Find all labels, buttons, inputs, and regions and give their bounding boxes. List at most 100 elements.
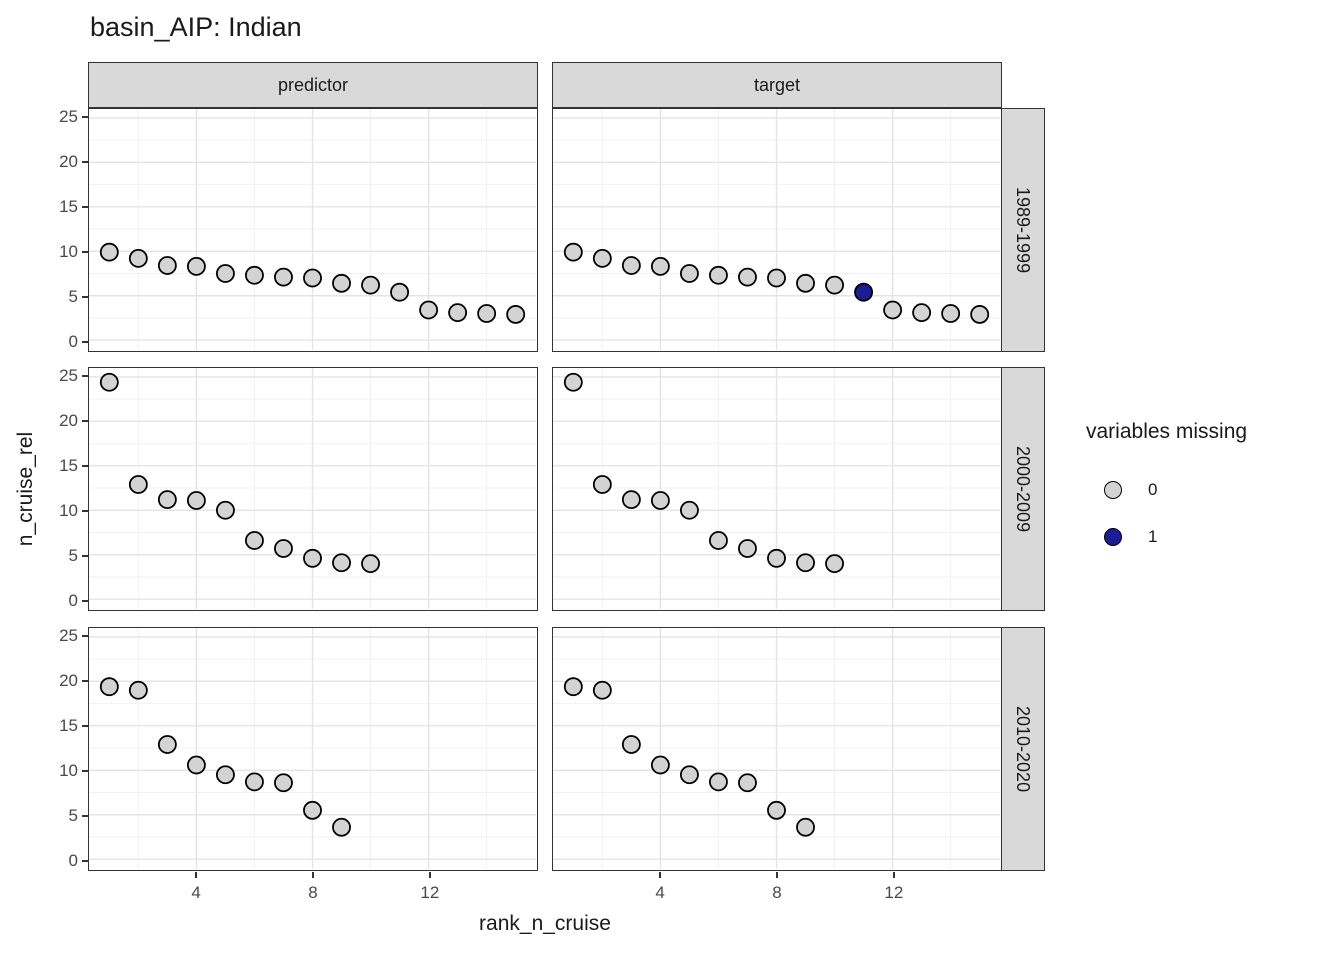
data-point: [390, 282, 410, 302]
y-tick-mark: [82, 341, 88, 344]
y-tick-mark: [82, 555, 88, 558]
panel-predictor-1989-1999: [88, 108, 538, 352]
y-tick-mark: [82, 296, 88, 299]
panel-plot-area: [89, 109, 536, 350]
data-point: [709, 265, 728, 285]
data-point: [332, 817, 351, 837]
data-point: [215, 765, 235, 785]
data-point: [215, 500, 235, 520]
data-point: [303, 800, 322, 820]
data-point: [650, 755, 670, 775]
panel-target-2010-2020: [552, 627, 1002, 871]
y-tick-label: 10: [59, 242, 78, 262]
x-tick-mark: [659, 872, 662, 878]
data-point: [303, 268, 322, 288]
data-point: [506, 305, 526, 324]
x-tick-label: 8: [308, 883, 318, 902]
legend-item-1: 1: [1086, 513, 1247, 560]
y-tick-label: 20: [59, 411, 78, 431]
y-tick-label: 0: [68, 332, 78, 352]
data-point: [621, 490, 641, 509]
y-tick-mark: [82, 510, 88, 513]
y-tick-mark: [82, 161, 88, 164]
data-point: [332, 553, 351, 573]
facet-strip-1989-1999-label: 1989-1999: [1013, 186, 1033, 274]
y-tick-label: 5: [68, 806, 78, 826]
data-point: [245, 531, 264, 550]
panel-plot-area: [89, 628, 536, 869]
data-point: [912, 303, 932, 323]
x-tick-label: 8: [772, 883, 782, 902]
data-point: [157, 256, 177, 275]
y-tick-label: 25: [59, 366, 78, 385]
y-tick-label: 10: [59, 501, 78, 521]
y-tick-label: 15: [59, 716, 78, 736]
legend-key-circle-0: [1104, 480, 1122, 499]
panel-target-1989-1999: [552, 108, 1002, 352]
facet-strip-2010-2020: 2010-2020: [1000, 627, 1045, 871]
y-tick-label: 25: [59, 626, 78, 645]
data-point: [941, 304, 961, 323]
facet-strip-2000-2009: 2000-2009: [1000, 367, 1045, 611]
data-point: [796, 273, 815, 293]
y-tick-mark: [82, 860, 88, 863]
data-point: [99, 242, 119, 262]
y-tick-mark: [82, 375, 88, 377]
data-point: [157, 735, 177, 754]
data-point: [679, 264, 699, 283]
panel-predictor-2000-2009: [88, 367, 538, 611]
data-point: [767, 268, 786, 288]
facet-strip-predictor: predictor: [88, 62, 538, 108]
data-point: [709, 531, 728, 550]
y-tick-mark: [82, 206, 88, 209]
x-axis-title: rank_n_cruise: [479, 912, 611, 935]
data-point: [274, 267, 293, 287]
x-tick-mark: [195, 872, 198, 878]
legend-item-0-label: 0: [1148, 479, 1158, 499]
data-point: [477, 304, 497, 323]
data-point: [563, 677, 583, 697]
y-tick-label: 10: [59, 761, 78, 781]
panel-plot-area: [553, 109, 1000, 350]
data-point: [650, 257, 670, 276]
data-point: [274, 539, 293, 558]
legend-title: variables missing: [1086, 420, 1248, 443]
data-point: [767, 548, 786, 568]
data-point: [679, 500, 699, 520]
data-point: [245, 265, 264, 285]
data-point: [767, 800, 786, 820]
y-tick-label: 20: [59, 671, 78, 691]
data-point: [970, 305, 990, 324]
panel-plot-area: [553, 368, 1000, 609]
data-point: [796, 553, 815, 573]
x-tick-label: 4: [191, 883, 201, 902]
data-point: [99, 677, 119, 697]
y-axis-title: n_cruise_rel: [14, 431, 37, 547]
y-tick-label: 20: [59, 152, 78, 172]
y-tick-label: 0: [68, 591, 78, 611]
legend: variables missing 0 1: [1086, 420, 1247, 560]
data-point: [332, 273, 351, 293]
data-point: [128, 680, 148, 700]
legend-item-1-label: 1: [1148, 526, 1158, 546]
data-point: [186, 491, 206, 510]
data-point: [592, 475, 612, 494]
facet-strip-2010-2020-label: 2010-2020: [1013, 705, 1033, 793]
x-tick-mark: [312, 872, 314, 878]
x-tick-mark: [776, 872, 778, 878]
data-point: [186, 257, 206, 276]
panel-target-2000-2009: [552, 367, 1002, 611]
y-tick-label: 0: [68, 851, 78, 871]
data-point: [186, 755, 206, 775]
data-point: [361, 275, 380, 295]
legend-key-circle-1: [1104, 527, 1122, 546]
data-point: [99, 372, 119, 392]
y-tick-mark: [82, 725, 88, 728]
facet-strip-1989-1999: 1989-1999: [1000, 108, 1045, 352]
y-tick-mark: [82, 465, 88, 468]
y-tick-label: 25: [59, 107, 78, 126]
data-point: [738, 539, 757, 558]
y-tick-mark: [82, 600, 88, 603]
y-tick-mark: [82, 116, 88, 118]
